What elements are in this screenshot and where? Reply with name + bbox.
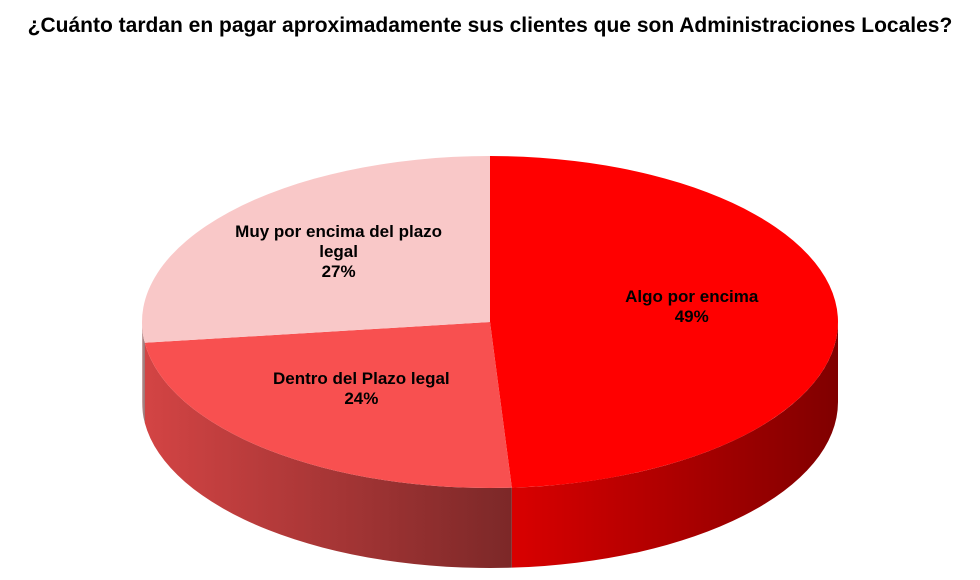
category-label: Dentro del Plazo legal: [273, 369, 450, 389]
value-label: 24%: [344, 389, 379, 409]
slice: [141, 156, 490, 343]
data-label: Muy por encima del plazo legal 27%: [219, 222, 459, 282]
category-label: Algo por encima: [625, 286, 759, 306]
value-label: 27%: [321, 261, 356, 281]
slice-side: [144, 342, 512, 568]
slice: [490, 156, 838, 488]
slice-side: [511, 322, 838, 568]
value-label: 49%: [674, 306, 709, 326]
data-label: Dentro del Plazo legal 24%: [241, 369, 481, 409]
slice-side: [142, 322, 145, 423]
data-label: Algo por encima 49%: [572, 287, 812, 327]
category-label: Muy por encima del plazo legal: [235, 221, 443, 261]
slice: [144, 322, 512, 488]
chart-title: ¿Cuánto tardan en pagar aproximadamente …: [27, 14, 953, 37]
